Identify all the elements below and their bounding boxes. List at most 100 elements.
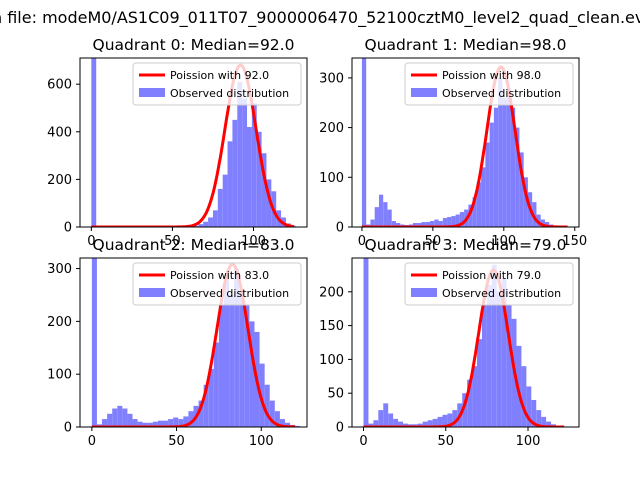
legend-swatch-observed bbox=[411, 88, 437, 97]
plot-area bbox=[362, 258, 565, 427]
histogram-bar bbox=[295, 425, 301, 427]
y-tick-label: 0 bbox=[64, 421, 72, 436]
histogram-bar bbox=[361, 58, 367, 227]
histogram-bar bbox=[269, 400, 275, 427]
histogram-bar bbox=[459, 212, 465, 227]
histogram-bar bbox=[264, 384, 270, 427]
histogram-bar bbox=[481, 167, 486, 227]
histogram-bar bbox=[489, 122, 494, 227]
histogram-bar bbox=[417, 223, 422, 227]
y-tick-label: 50 bbox=[327, 387, 344, 402]
x-tick-label: 50 bbox=[164, 234, 181, 249]
histogram-bar bbox=[506, 305, 512, 427]
poisson-curve bbox=[91, 262, 296, 427]
histogram-bar bbox=[526, 386, 532, 427]
histogram-bar bbox=[541, 416, 547, 427]
histogram-bar bbox=[477, 339, 482, 427]
histogram-bar bbox=[157, 420, 164, 427]
histogram-bar bbox=[531, 399, 537, 427]
histogram-bar bbox=[383, 202, 388, 227]
legend-swatch-observed bbox=[411, 288, 437, 297]
histogram-bar bbox=[232, 119, 238, 227]
histogram-bar bbox=[374, 207, 379, 227]
poisson-curve bbox=[361, 65, 569, 227]
legend-box bbox=[132, 262, 302, 306]
histogram-bar bbox=[147, 422, 153, 427]
legend-label-poisson: Poission with 92.0 bbox=[170, 69, 269, 82]
subplot-title: Quadrant 1: Median=98.0 bbox=[365, 36, 567, 54]
histogram-bar bbox=[237, 81, 243, 227]
histogram-bar bbox=[259, 363, 265, 427]
histogram-bar bbox=[213, 342, 219, 427]
histogram-bar bbox=[496, 291, 502, 427]
histogram-bar bbox=[279, 419, 285, 427]
histogram-bar bbox=[247, 127, 252, 227]
histogram-bar bbox=[152, 421, 158, 427]
axes-frame bbox=[79, 257, 308, 428]
histogram-bar bbox=[438, 221, 443, 227]
histogram-bar bbox=[203, 384, 209, 427]
histogram-bar bbox=[183, 416, 189, 427]
histogram-bar bbox=[432, 418, 438, 427]
histogram-bar bbox=[546, 421, 552, 427]
histogram-bar bbox=[208, 217, 213, 227]
histogram-bar bbox=[244, 305, 250, 427]
histogram-bar bbox=[523, 177, 528, 227]
x-tick-label: 100 bbox=[491, 234, 516, 249]
histogram-bar bbox=[198, 400, 204, 427]
axes-frame bbox=[79, 57, 308, 228]
histogram-bar bbox=[540, 219, 545, 227]
subplot-title: Quadrant 0: Median=92.0 bbox=[93, 36, 295, 54]
legend-swatch-observed bbox=[139, 88, 165, 97]
x-tick-label: 0 bbox=[358, 234, 366, 249]
legend-label-observed: Observed distribution bbox=[442, 87, 561, 100]
x-tick-label: 50 bbox=[437, 434, 454, 449]
x-tick-label: 50 bbox=[425, 234, 442, 249]
histogram-bar bbox=[142, 422, 148, 427]
histogram-bar bbox=[506, 87, 511, 227]
histogram-bar bbox=[481, 305, 487, 427]
histogram-bar bbox=[451, 216, 456, 227]
y-tick-label: 0 bbox=[336, 421, 344, 436]
histogram-bar bbox=[242, 98, 248, 227]
histogram-bar bbox=[193, 225, 199, 227]
y-tick-label: 100 bbox=[319, 353, 344, 368]
histogram-bar bbox=[117, 405, 123, 427]
histogram-bar bbox=[442, 414, 448, 427]
histogram-bar bbox=[467, 379, 473, 427]
y-tick-label: 400 bbox=[47, 125, 72, 140]
y-tick-label: 200 bbox=[319, 285, 344, 300]
subplot-quadrant-3: 0 50 100 0 50 100 150 200 Poission with 79.0 Obse… bbox=[319, 236, 580, 449]
histogram-bar bbox=[515, 127, 520, 227]
histogram-bar bbox=[472, 366, 478, 427]
x-tick-label: 0 bbox=[359, 434, 367, 449]
y-tick-label: 200 bbox=[319, 121, 344, 136]
axes-frame bbox=[351, 257, 580, 428]
histogram-bar bbox=[455, 214, 460, 227]
histogram-bar bbox=[234, 268, 240, 427]
histogram-bar bbox=[422, 421, 428, 427]
histogram-bar bbox=[137, 421, 143, 427]
poisson-curve bbox=[362, 268, 565, 427]
histogram-bar bbox=[132, 419, 138, 427]
legend-label-poisson: Poission with 79.0 bbox=[442, 269, 541, 282]
x-tick-label: 150 bbox=[562, 234, 587, 249]
legend-label-poisson: Poission with 98.0 bbox=[442, 69, 541, 82]
histogram-bar bbox=[212, 210, 218, 227]
histogram-bar bbox=[218, 305, 224, 427]
y-tick-label: 600 bbox=[47, 78, 72, 93]
y-tick-label: 200 bbox=[47, 173, 72, 188]
histogram-bar bbox=[188, 411, 194, 427]
x-tick-label: 100 bbox=[249, 434, 274, 449]
histogram-bar bbox=[229, 294, 235, 427]
x-tick-label: 100 bbox=[241, 234, 266, 249]
histogram-bar bbox=[491, 264, 497, 427]
subplot-quadrant-0: 0 50 100 0 200 400 600 Poission with 92.0 Observ… bbox=[47, 36, 308, 249]
histogram-bar bbox=[127, 413, 133, 427]
figure-suptitle: n file: modeM0/AS1C09_011T07_9000006470_… bbox=[0, 8, 640, 27]
histogram-bar bbox=[122, 408, 128, 427]
legend-box bbox=[132, 62, 302, 106]
histogram-bar bbox=[266, 179, 272, 227]
histogram-bar bbox=[378, 194, 384, 227]
histogram-bar bbox=[393, 418, 399, 427]
